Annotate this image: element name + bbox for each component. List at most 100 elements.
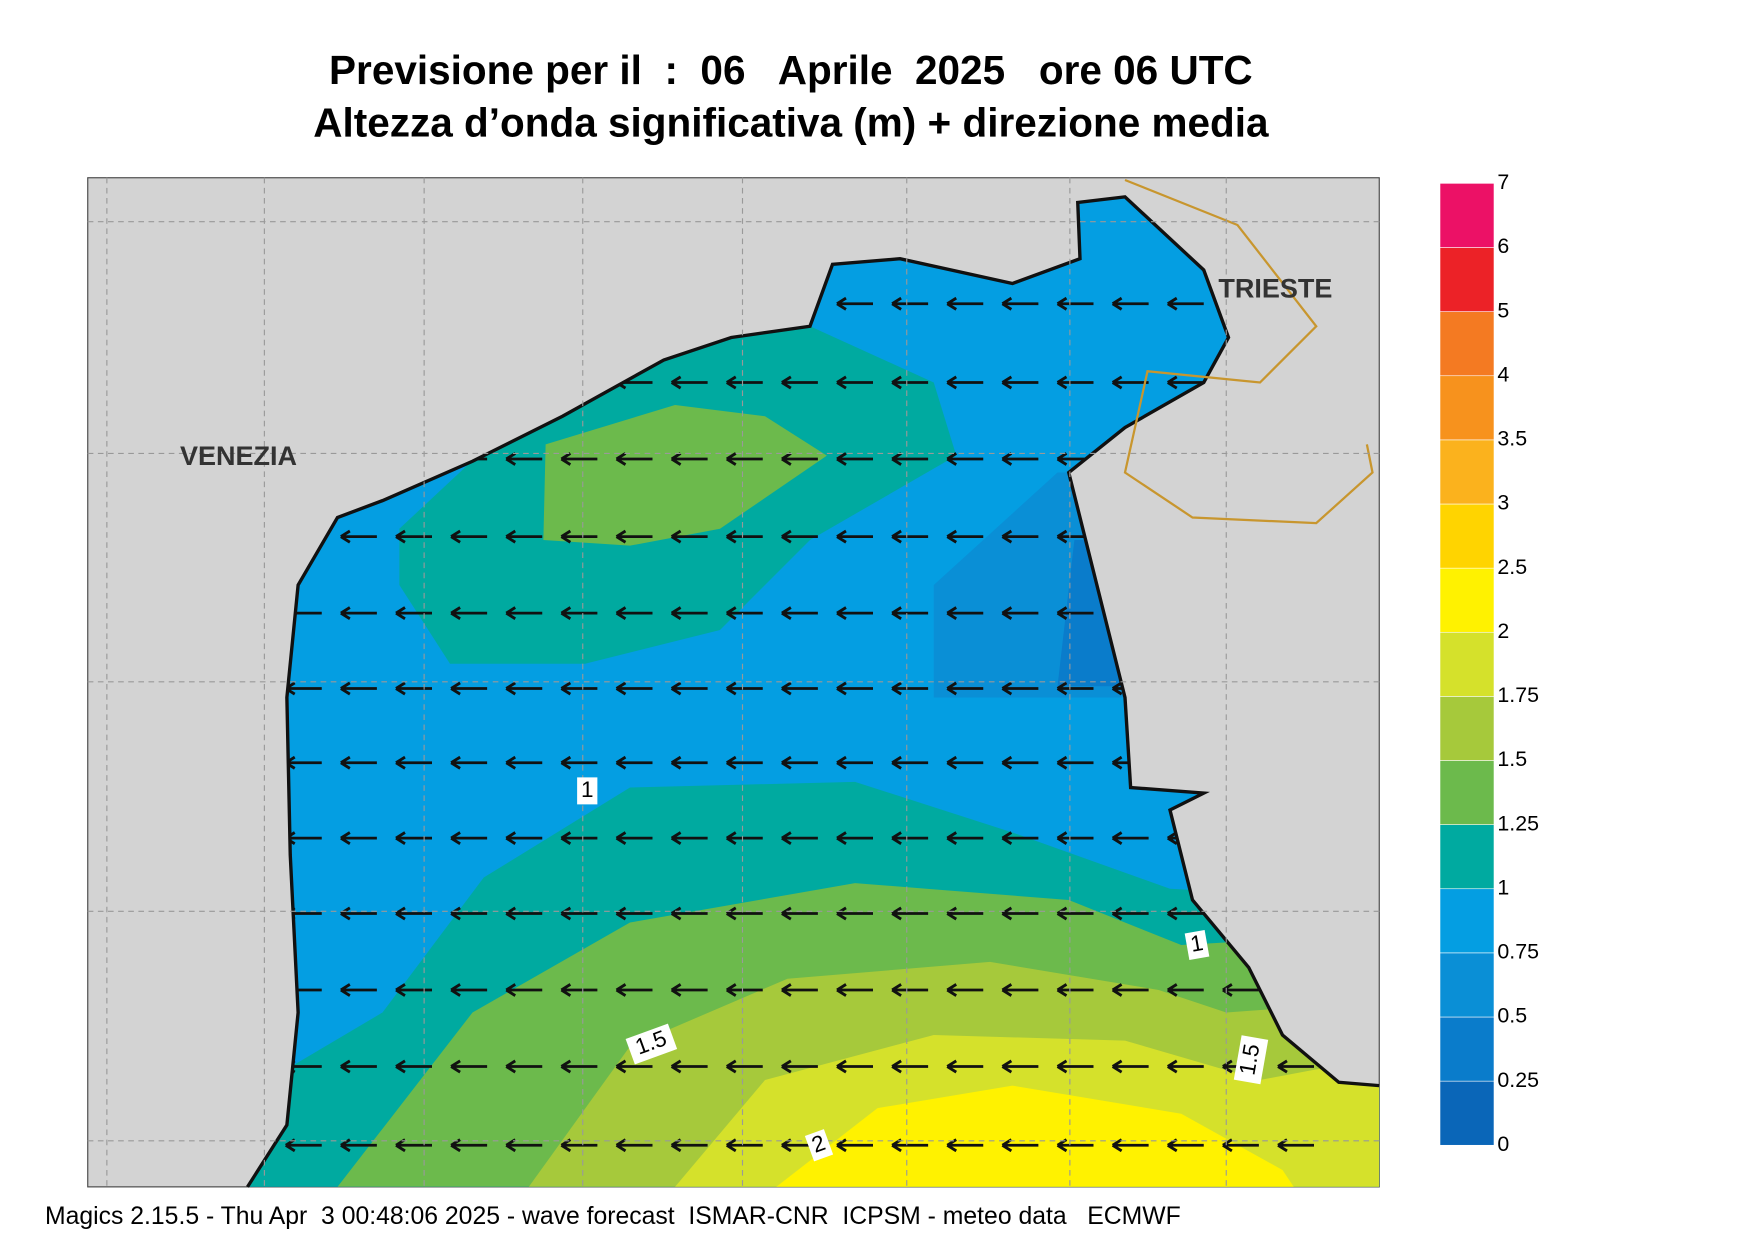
wave-arrow (891, 906, 929, 921)
wave-arrow (395, 906, 432, 921)
wave-arrow (1167, 983, 1204, 997)
wave-arrow (836, 831, 873, 845)
title: Previsione per il : 06 Aprile 2025 ore 0… (329, 47, 1253, 93)
wave-arrow (781, 1059, 818, 1074)
city-label: VENEZIA (180, 441, 297, 471)
wave-arrow (891, 983, 929, 997)
wave-arrow (450, 681, 488, 696)
wave-arrow (505, 452, 543, 466)
wave-arrow (726, 606, 763, 620)
map: VENEZIA TRIESTE 1 1 1.5 1.5 2 (87, 177, 1380, 1188)
colorbar-tick-label: 5 (1497, 298, 1509, 322)
wave-arrow (450, 529, 488, 544)
wave-arrow (615, 452, 653, 466)
wave-arrow (781, 606, 818, 620)
wave-arrow (891, 755, 929, 770)
colorbar-tick-label: 1.75 (1497, 683, 1539, 707)
wave-arrow (946, 296, 984, 311)
wave-arrow (946, 529, 984, 544)
wave-arrow (781, 452, 818, 466)
wave-arrow (340, 1059, 377, 1074)
colorbar-tick-label: 1.25 (1497, 811, 1539, 835)
wave-arrow (726, 681, 763, 696)
wave-arrow (781, 681, 818, 696)
city-label: TRIESTE (1218, 273, 1332, 303)
wave-arrow (1111, 831, 1149, 845)
colorbar-tick-label: 4 (1497, 362, 1509, 386)
wave-arrow (1277, 1059, 1314, 1074)
wave-arrow (670, 983, 708, 997)
wave-arrow (615, 831, 653, 845)
wave-arrow (1001, 681, 1039, 696)
wave-arrow (891, 681, 929, 696)
wave-arrow (836, 296, 873, 311)
wave-arrow (1001, 296, 1039, 311)
colorbar-segment (1439, 375, 1495, 441)
border (1123, 178, 1374, 525)
wave-arrow (450, 983, 488, 997)
colorbar-tick-label: 2.5 (1497, 555, 1527, 579)
wave-arrow (836, 755, 873, 770)
wave-arrow (1001, 906, 1039, 921)
wave-arrow (781, 375, 818, 390)
wave-arrow (505, 983, 543, 997)
wave-arrow (615, 1059, 653, 1074)
wave-arrow (670, 529, 708, 544)
wave-arrow (1167, 1059, 1204, 1074)
wave-arrow (670, 831, 708, 845)
wave-arrow (340, 1138, 377, 1153)
wave-arrow (615, 529, 653, 544)
wave-arrow (891, 375, 929, 390)
wave-arrow (836, 452, 873, 466)
footer: Magics 2.15.5 - Thu Apr 3 00:48:06 2025 … (45, 1203, 1181, 1230)
wave-arrow (836, 606, 873, 620)
colorbar-tick-label: 0.25 (1497, 1068, 1539, 1092)
wave-arrow (891, 606, 929, 620)
graticule (87, 177, 1380, 1187)
wave-arrow (395, 1059, 432, 1074)
wave-arrow (1001, 755, 1039, 770)
colorbar-tick-label: 3 (1497, 491, 1509, 515)
wave-arrow (836, 529, 873, 544)
wave-arrow (340, 606, 377, 620)
wave-arrow (505, 1059, 543, 1074)
wave-arrow (836, 1138, 873, 1153)
colorbar-segment (1439, 567, 1495, 633)
wave-arrow (836, 375, 873, 390)
wave-arrow (946, 1059, 984, 1074)
wave-arrow (891, 1059, 929, 1074)
wave-arrow (450, 1138, 488, 1153)
wave-arrow (836, 1059, 873, 1074)
colorbar-segment (1439, 631, 1495, 697)
wave-arrow (340, 755, 377, 770)
wave-arrow (395, 529, 432, 544)
wave-arrow (781, 983, 818, 997)
colorbar-segment (1439, 311, 1495, 377)
wave-arrow (450, 606, 488, 620)
wave-arrow (891, 831, 929, 845)
wave-arrow (1001, 983, 1039, 997)
contour-label: 1 (581, 777, 594, 802)
wave-arrow (891, 296, 929, 311)
colorbar-segment (1439, 696, 1495, 761)
wave-arrow (615, 983, 653, 997)
wave-arrow (615, 681, 653, 696)
wave-arrow (615, 1138, 653, 1153)
wave-arrow (395, 755, 432, 770)
wave-arrow (450, 1059, 488, 1074)
wave-arrow (1222, 983, 1259, 997)
wave-arrow (1001, 375, 1039, 390)
wave-arrow (560, 831, 598, 845)
wave-arrow (1111, 296, 1149, 311)
wave-arrow (1056, 681, 1094, 696)
wave-arrow (505, 681, 543, 696)
wave-arrow (560, 606, 598, 620)
wave-arrow (781, 755, 818, 770)
wave-arrow (946, 606, 984, 620)
wave-arrow (1111, 375, 1149, 390)
wave-arrow (946, 1138, 984, 1153)
wave-arrow (450, 831, 488, 845)
wave-arrow (1111, 983, 1149, 997)
wave-arrow (505, 755, 543, 770)
